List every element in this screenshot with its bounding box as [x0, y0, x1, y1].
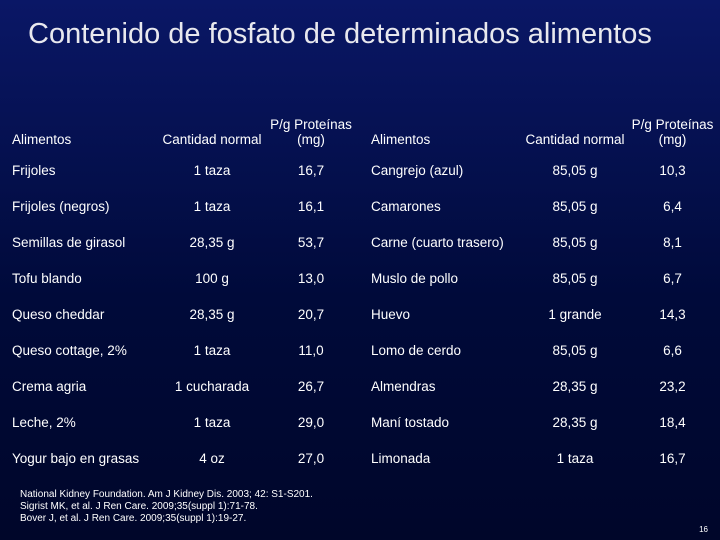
- ratio-cell: 11,0: [298, 342, 324, 358]
- ratio-cell: 6,6: [663, 342, 682, 358]
- ratio-cell: 53,7: [297, 234, 325, 250]
- header-food: Alimentos: [12, 132, 72, 147]
- table-row: Queso cottage, 2% 1 taza 11,0: [12, 332, 360, 368]
- table-row: Lomo de cerdo 85,05 g 6,6: [371, 332, 716, 368]
- amount-cell: 85,05 g: [552, 270, 598, 286]
- ratio-cell: 10,3: [659, 162, 686, 178]
- amount-cell: 1 taza: [193, 162, 231, 178]
- ratio-cell: 6,4: [663, 198, 682, 214]
- amount-cell: 28,35 g: [189, 306, 235, 322]
- table-body: Cangrejo (azul) 85,05 g 10,3 Camarones 85,05…: [371, 152, 716, 476]
- reference-item: National Kidney Foundation. Am J Kidney …: [20, 489, 313, 500]
- table-row: Frijoles 1 taza 16,7: [12, 152, 360, 188]
- ratio-cell: 14,3: [659, 306, 686, 322]
- ratio-cell: 18,4: [659, 414, 686, 430]
- food-cell: Frijoles (negros): [12, 198, 110, 214]
- ratio-cell: 23,2: [659, 378, 686, 394]
- table-row: Cangrejo (azul) 85,05 g 10,3: [371, 152, 716, 188]
- food-cell: Yogur bajo en grasas: [12, 450, 140, 466]
- food-cell: Semillas de girasol: [12, 234, 126, 250]
- amount-cell: 85,05 g: [552, 162, 598, 178]
- ratio-cell: 26,7: [297, 378, 325, 394]
- table-row: Semillas de girasol 28,35 g 53,7: [12, 224, 360, 260]
- table-header-row: Alimentos Cantidad normal P/g Proteínas …: [371, 94, 716, 152]
- table-row: Muslo de pollo 85,05 g 6,7: [371, 260, 716, 296]
- food-cell: Maní tostado: [371, 414, 450, 430]
- header-ratio: P/g Proteínas (mg): [631, 117, 714, 147]
- food-cell: Carne (cuarto trasero): [371, 234, 504, 250]
- phosphate-table-right: Alimentos Cantidad normal P/g Proteínas …: [371, 94, 716, 476]
- amount-cell: 85,05 g: [552, 234, 598, 250]
- table-row: Carne (cuarto trasero) 85,05 g 8,1: [371, 224, 716, 260]
- food-cell: Tofu blando: [12, 270, 82, 286]
- table-row: Huevo 1 grande 14,3: [371, 296, 716, 332]
- ratio-cell: 27,0: [297, 450, 325, 466]
- food-cell: Queso cheddar: [12, 306, 105, 322]
- food-cell: Lomo de cerdo: [371, 342, 462, 358]
- amount-cell: 100 g: [195, 270, 229, 286]
- table-row: Tofu blando 100 g 13,0: [12, 260, 360, 296]
- references: National Kidney Foundation. Am J Kidney …: [20, 489, 520, 525]
- ratio-cell: 16,7: [659, 450, 686, 466]
- header-amount: Cantidad normal: [525, 132, 625, 147]
- food-cell: Almendras: [371, 378, 436, 394]
- table-row: Limonada 1 taza 16,7: [371, 440, 716, 476]
- ratio-cell: 20,7: [297, 306, 325, 322]
- food-cell: Camarones: [371, 198, 441, 214]
- food-cell: Cangrejo (azul): [371, 162, 464, 178]
- reference-item: Sigrist MK, et al. J Ren Care. 2009;35(s…: [20, 501, 258, 512]
- table-row: Camarones 85,05 g 6,4: [371, 188, 716, 224]
- table-row: Queso cheddar 28,35 g 20,7: [12, 296, 360, 332]
- table-body: Frijoles 1 taza 16,7 Frijoles (negros) 1 taz…: [12, 152, 360, 476]
- page-number: 16: [699, 525, 708, 534]
- amount-cell: 4 oz: [199, 450, 225, 466]
- ratio-cell: 16,1: [297, 198, 325, 214]
- ratio-cell: 8,1: [663, 234, 682, 250]
- table-row: Maní tostado 28,35 g 18,4: [371, 404, 716, 440]
- amount-cell: 1 taza: [193, 414, 231, 430]
- table-header-row: Alimentos Cantidad normal P/g Proteínas …: [12, 94, 360, 152]
- amount-cell: 1 taza: [193, 198, 231, 214]
- table-row: Crema agria 1 cucharada 26,7: [12, 368, 360, 404]
- amount-cell: 1 cucharada: [174, 378, 250, 394]
- food-cell: Leche, 2%: [12, 414, 76, 430]
- ratio-cell: 29,0: [297, 414, 325, 430]
- header-ratio: P/g Proteínas (mg): [270, 117, 352, 147]
- amount-cell: 28,35 g: [552, 414, 598, 430]
- slide-title: Contenido de fosfato de determinados ali…: [28, 18, 652, 50]
- reference-item: Bover J, et al. J Ren Care. 2009;35(supp…: [20, 513, 247, 524]
- amount-cell: 1 grande: [548, 306, 602, 322]
- food-cell: Crema agria: [12, 378, 87, 394]
- ratio-cell: 16,7: [297, 162, 325, 178]
- food-cell: Muslo de pollo: [371, 270, 459, 286]
- food-cell: Frijoles: [12, 162, 56, 178]
- header-food: Alimentos: [371, 132, 431, 147]
- food-cell: Limonada: [371, 450, 431, 466]
- ratio-cell: 6,7: [663, 270, 682, 286]
- food-cell: Huevo: [371, 306, 411, 322]
- table-row: Leche, 2% 1 taza 29,0: [12, 404, 360, 440]
- table-row: Yogur bajo en grasas 4 oz 27,0: [12, 440, 360, 476]
- table-row: Almendras 28,35 g 23,2: [371, 368, 716, 404]
- ratio-cell: 13,0: [297, 270, 325, 286]
- amount-cell: 1 taza: [556, 450, 594, 466]
- phosphate-table-left: Alimentos Cantidad normal P/g Proteínas …: [12, 94, 360, 476]
- header-amount: Cantidad normal: [162, 132, 262, 147]
- food-cell: Queso cottage, 2%: [12, 342, 127, 358]
- amount-cell: 85,05 g: [552, 198, 598, 214]
- table-row: Frijoles (negros) 1 taza 16,1: [12, 188, 360, 224]
- amount-cell: 28,35 g: [189, 234, 235, 250]
- amount-cell: 1 taza: [193, 342, 231, 358]
- amount-cell: 85,05 g: [552, 342, 598, 358]
- amount-cell: 28,35 g: [552, 378, 598, 394]
